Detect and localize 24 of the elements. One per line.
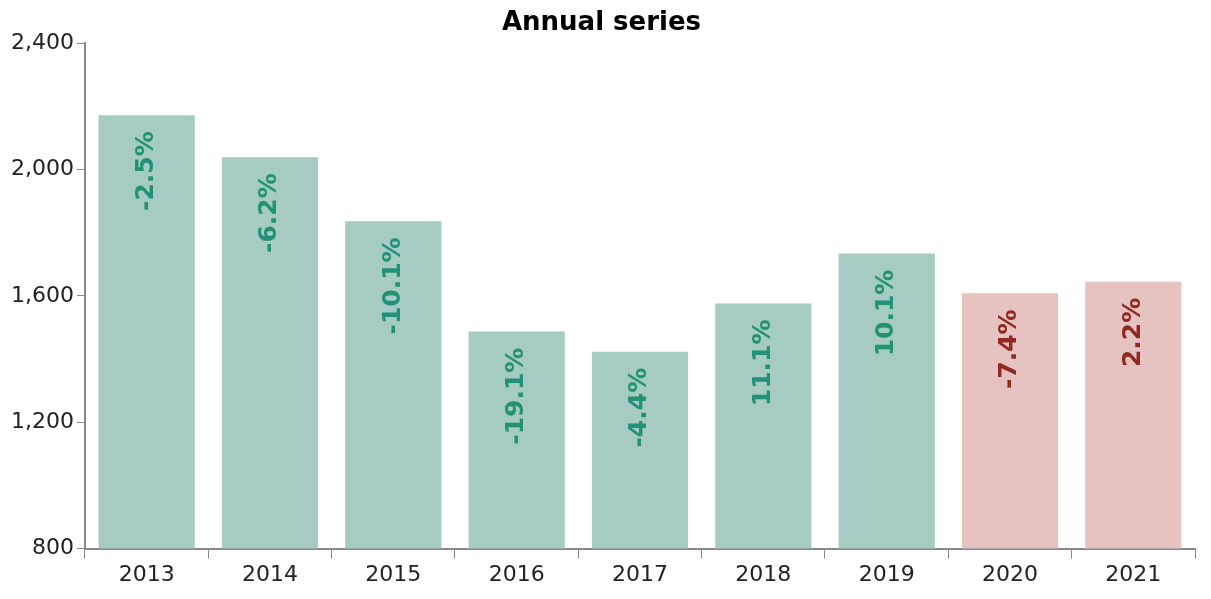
x-tick-label: 2019 (858, 560, 915, 586)
x-tick-label: 2018 (735, 560, 792, 586)
x-tick-label: 2017 (611, 560, 668, 586)
y-tick-label: 1,200 (11, 407, 74, 433)
annotation: -19.1% (500, 347, 530, 445)
x-tick-label: 2015 (365, 560, 422, 586)
x-tick-label: 2014 (241, 560, 298, 586)
chart-title: Annual series (501, 6, 702, 37)
x-tick-label: 2013 (118, 560, 175, 586)
x-tick-label: 2021 (1105, 560, 1162, 586)
annotation: -10.1% (376, 237, 406, 335)
annotation: -7.4% (993, 309, 1023, 390)
annotation: 10.1% (870, 269, 900, 357)
y-tick-label: 800 (31, 534, 74, 560)
annotation: -2.5% (130, 131, 160, 211)
y-tick-label: 2,000 (11, 155, 74, 181)
annotation: 11.1% (746, 319, 776, 407)
x-tick-label: 2020 (982, 560, 1038, 586)
annotation: -6.2% (253, 173, 283, 253)
y-tick-label: 2,400 (11, 28, 74, 54)
annotation: 2.2% (1116, 297, 1146, 368)
x-tick-label: 2016 (488, 560, 545, 586)
annotation: -4.4% (623, 367, 653, 448)
y-tick-label: 1,600 (11, 281, 74, 307)
